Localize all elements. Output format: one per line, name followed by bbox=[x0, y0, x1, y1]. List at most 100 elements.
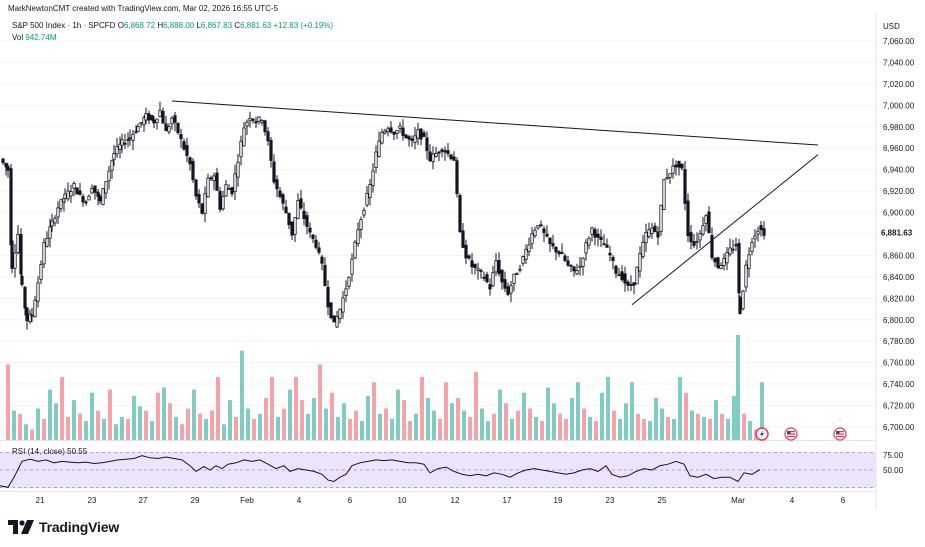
candle-down bbox=[278, 190, 282, 197]
candle-down bbox=[608, 252, 612, 256]
volume-bar bbox=[748, 421, 752, 440]
candle-down bbox=[10, 240, 14, 269]
candle-down bbox=[404, 134, 408, 139]
us-flag-event-icon[interactable] bbox=[833, 427, 847, 441]
currency-label[interactable]: USD bbox=[883, 22, 900, 31]
candle-down bbox=[632, 282, 636, 286]
volume-bar bbox=[372, 382, 376, 440]
candle-down bbox=[302, 210, 306, 220]
candle-up bbox=[581, 257, 585, 268]
volume-bar bbox=[132, 395, 136, 440]
candle-down bbox=[506, 286, 510, 295]
price-tick-label: 6,720.00 bbox=[883, 402, 915, 411]
volume-label[interactable]: Vol bbox=[12, 33, 24, 42]
flash-event-icon[interactable] bbox=[755, 427, 769, 441]
candle-up bbox=[362, 209, 366, 216]
candle-up bbox=[698, 233, 702, 241]
price-tick-label: 7,000.00 bbox=[883, 101, 915, 110]
candle-up bbox=[701, 225, 705, 235]
candle-up bbox=[398, 125, 402, 129]
volume-bar bbox=[264, 398, 268, 440]
candle-down bbox=[23, 286, 27, 309]
volume-bar bbox=[654, 398, 658, 440]
candle-down bbox=[392, 131, 396, 135]
candle-up bbox=[659, 204, 663, 232]
volume-bar bbox=[348, 419, 352, 440]
candle-up bbox=[233, 173, 237, 192]
candle-down bbox=[551, 243, 555, 247]
volume-bar bbox=[360, 421, 364, 440]
candle-down bbox=[539, 224, 543, 227]
candle-down bbox=[164, 123, 168, 132]
candle-up bbox=[338, 308, 342, 320]
candle-up bbox=[48, 226, 52, 239]
candle-down bbox=[503, 279, 507, 289]
candle-up bbox=[134, 131, 138, 134]
symbol-name[interactable]: S&P 500 Index · 1h · SPCFD bbox=[12, 21, 116, 30]
candle-up bbox=[56, 207, 60, 218]
candle-down bbox=[686, 200, 690, 237]
candle-down bbox=[308, 227, 312, 233]
candle-up bbox=[434, 152, 438, 157]
candle-up bbox=[128, 137, 132, 140]
candle-up bbox=[101, 188, 105, 205]
open-value: 6,868.72 bbox=[123, 21, 156, 30]
price-tick-label: 6,940.00 bbox=[883, 166, 915, 175]
candle-up bbox=[66, 190, 70, 200]
svg-text:6,881.63: 6,881.63 bbox=[881, 228, 913, 237]
candle-up bbox=[753, 235, 757, 240]
volume-bar bbox=[42, 419, 46, 440]
candle-up bbox=[530, 233, 534, 245]
low-label: L bbox=[196, 21, 201, 30]
candle-up bbox=[126, 139, 130, 141]
candle-up bbox=[395, 130, 399, 134]
volume-bar bbox=[474, 371, 478, 440]
volume-bar bbox=[642, 419, 646, 440]
candle-up bbox=[42, 242, 46, 265]
volume-bar bbox=[606, 377, 610, 440]
price-chart[interactable]: 7,060.00 7,040.00 7,020.00 7,000.00 6,980.00… bbox=[0, 0, 925, 510]
volume-value: 942.74M bbox=[25, 33, 57, 42]
candle-down bbox=[4, 162, 8, 168]
volume-bar bbox=[720, 413, 724, 440]
candle-down bbox=[9, 168, 13, 246]
candle-down bbox=[557, 251, 561, 255]
candle-up bbox=[236, 161, 240, 178]
volume-bar bbox=[678, 377, 682, 440]
candle-up bbox=[296, 200, 300, 219]
time-axis[interactable]: 21 23 27 29 Feb 4 6 10 12 17 19 23 25 Mar 4 6 bbox=[36, 496, 846, 505]
volume-bar bbox=[726, 419, 730, 440]
volume-bar bbox=[378, 413, 382, 440]
rsi-label[interactable]: RSI (14, close) bbox=[12, 447, 65, 456]
candle-down bbox=[692, 241, 696, 246]
volume-bar bbox=[258, 413, 262, 440]
volume-bar bbox=[390, 419, 394, 440]
brand[interactable]: TradingView bbox=[8, 519, 119, 535]
candle-down bbox=[1, 158, 5, 163]
trendlines[interactable] bbox=[171, 100, 819, 306]
candle-up bbox=[650, 227, 654, 234]
candle-up bbox=[512, 273, 516, 284]
candle-down bbox=[19, 234, 23, 275]
candle-up bbox=[33, 299, 37, 318]
candle-down bbox=[623, 273, 627, 284]
volume-bar bbox=[138, 406, 142, 440]
candle-down bbox=[281, 194, 285, 204]
grid bbox=[0, 40, 876, 428]
candle-up bbox=[155, 118, 159, 123]
candle-up bbox=[431, 153, 435, 162]
candle-down bbox=[218, 190, 222, 210]
volume-bar bbox=[78, 413, 82, 440]
volume-bar bbox=[288, 389, 292, 440]
candle-up bbox=[16, 233, 20, 253]
candle-down bbox=[332, 315, 336, 323]
price-tick-label: 6,920.00 bbox=[883, 187, 915, 196]
candle-up bbox=[120, 139, 124, 146]
candle-up bbox=[144, 113, 148, 121]
volume-bar bbox=[480, 408, 484, 440]
candle-down bbox=[611, 257, 615, 261]
candle-up bbox=[224, 184, 228, 197]
us-flag-event-icon[interactable] bbox=[784, 427, 798, 441]
candle-up bbox=[39, 264, 43, 280]
candle-down bbox=[602, 243, 606, 246]
